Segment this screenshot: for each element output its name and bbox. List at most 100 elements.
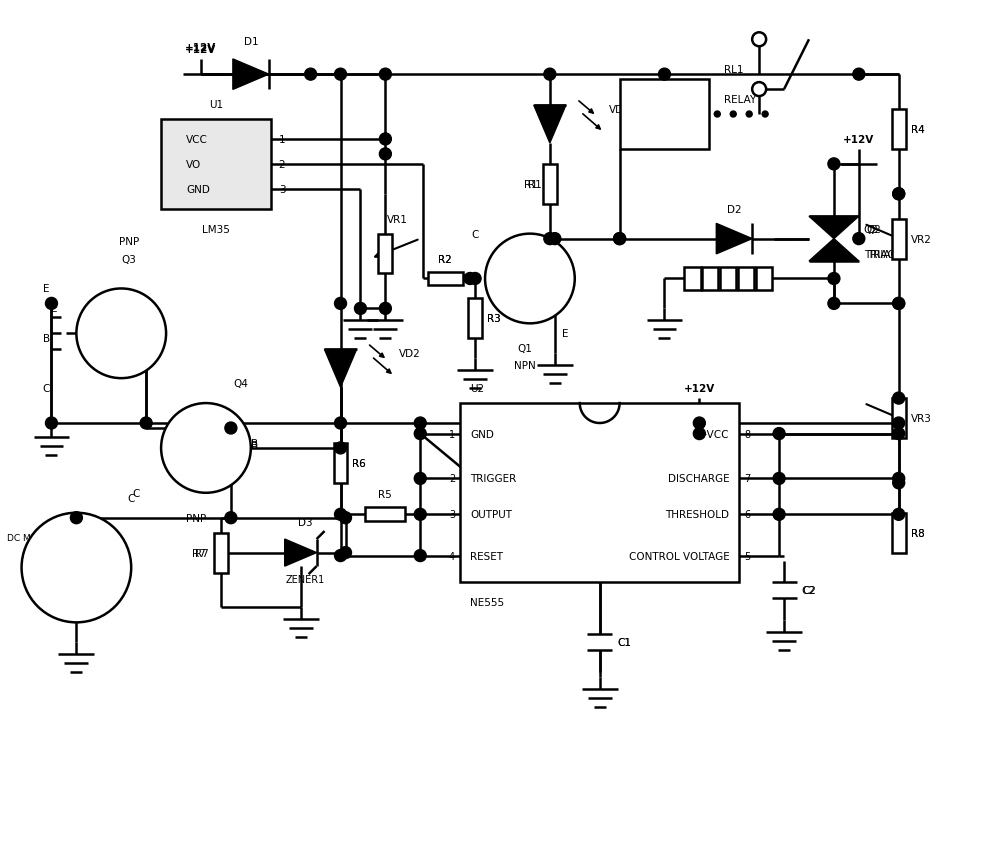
Text: R3: R3 — [487, 314, 501, 324]
Polygon shape — [233, 60, 269, 90]
Circle shape — [752, 83, 766, 97]
Circle shape — [414, 508, 426, 520]
Circle shape — [45, 298, 57, 310]
Circle shape — [464, 273, 476, 285]
Circle shape — [658, 69, 670, 81]
Text: Q3: Q3 — [122, 254, 137, 264]
Text: R3: R3 — [487, 314, 501, 324]
Text: D3: D3 — [298, 517, 313, 527]
Circle shape — [335, 417, 347, 430]
Bar — [214, 533, 228, 573]
Text: 1: 1 — [449, 429, 455, 439]
Text: +12V: +12V — [684, 384, 715, 393]
Text: Q2: Q2 — [864, 224, 879, 235]
Text: Q2: Q2 — [867, 224, 882, 235]
Bar — [161, 120, 271, 210]
Text: Q1: Q1 — [517, 344, 532, 354]
Text: E: E — [51, 304, 58, 314]
Text: B: B — [251, 438, 258, 449]
Text: PNP: PNP — [186, 514, 206, 523]
Bar — [334, 444, 347, 484]
Circle shape — [893, 392, 905, 404]
Circle shape — [414, 473, 426, 485]
Text: RESET: RESET — [470, 551, 503, 561]
Circle shape — [614, 234, 626, 246]
Text: +12V: +12V — [185, 44, 217, 53]
Text: R8: R8 — [911, 528, 924, 538]
Text: 6: 6 — [744, 510, 750, 519]
Circle shape — [773, 428, 785, 440]
Polygon shape — [285, 539, 317, 566]
Circle shape — [893, 428, 905, 440]
Circle shape — [714, 112, 720, 118]
Circle shape — [140, 417, 152, 430]
Circle shape — [469, 273, 481, 285]
Circle shape — [225, 512, 237, 524]
Circle shape — [893, 189, 905, 200]
Text: TRIAC: TRIAC — [867, 249, 898, 259]
Text: E: E — [43, 284, 50, 294]
Text: 3: 3 — [449, 510, 455, 519]
Bar — [756, 267, 772, 291]
Circle shape — [76, 289, 166, 379]
Bar — [702, 267, 718, 291]
Circle shape — [340, 547, 351, 559]
Text: PNP: PNP — [119, 236, 139, 247]
Circle shape — [828, 159, 840, 171]
Circle shape — [340, 512, 351, 524]
Text: 3: 3 — [279, 184, 285, 194]
Circle shape — [45, 417, 57, 430]
Bar — [738, 267, 754, 291]
Text: C2: C2 — [802, 586, 816, 595]
Text: ZENER1: ZENER1 — [286, 574, 325, 583]
Polygon shape — [324, 350, 357, 387]
Text: RELAY: RELAY — [724, 95, 757, 105]
Text: 1: 1 — [279, 135, 285, 145]
Text: R2: R2 — [438, 254, 452, 264]
Circle shape — [693, 428, 705, 440]
Text: CONTROL VOLTAGE: CONTROL VOLTAGE — [629, 551, 729, 561]
Text: VR2: VR2 — [911, 235, 932, 244]
Circle shape — [730, 112, 736, 118]
Polygon shape — [809, 240, 859, 262]
Bar — [684, 267, 701, 291]
Circle shape — [70, 512, 82, 524]
Circle shape — [225, 422, 237, 434]
Text: GND: GND — [470, 429, 494, 439]
Circle shape — [773, 473, 785, 485]
Circle shape — [379, 303, 391, 315]
Text: RL1: RL1 — [724, 65, 744, 75]
Circle shape — [544, 69, 556, 81]
Text: 4: 4 — [449, 551, 455, 561]
Text: GND: GND — [186, 184, 210, 194]
Text: U2: U2 — [470, 384, 484, 393]
Text: R6: R6 — [352, 458, 366, 468]
Text: VD2: VD2 — [399, 349, 421, 359]
Circle shape — [161, 403, 251, 493]
Circle shape — [893, 189, 905, 200]
Bar — [365, 508, 405, 522]
Text: +12V: +12V — [185, 45, 217, 55]
Text: 7: 7 — [744, 474, 750, 484]
Text: Q4: Q4 — [233, 379, 248, 389]
Text: R4: R4 — [911, 125, 924, 135]
Text: R1: R1 — [528, 180, 542, 189]
Circle shape — [414, 550, 426, 562]
Text: M1: M1 — [34, 573, 49, 583]
Bar — [468, 299, 482, 339]
Text: LM35: LM35 — [202, 224, 230, 235]
Text: C: C — [128, 493, 135, 503]
Text: C: C — [132, 488, 140, 498]
Circle shape — [893, 508, 905, 520]
Bar — [892, 514, 906, 553]
Circle shape — [828, 273, 840, 285]
Text: C: C — [43, 384, 50, 394]
Text: C: C — [471, 229, 479, 240]
Circle shape — [693, 417, 705, 430]
Circle shape — [614, 234, 626, 246]
Circle shape — [335, 550, 347, 562]
Circle shape — [893, 298, 905, 310]
Text: VCC: VCC — [186, 135, 208, 145]
Bar — [620, 80, 709, 150]
Text: B: B — [251, 440, 258, 450]
